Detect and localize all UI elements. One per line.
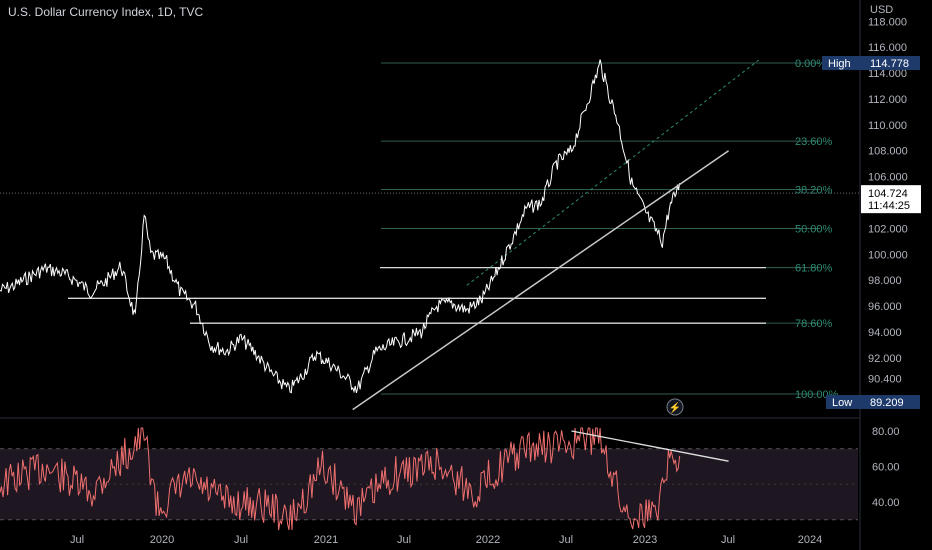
lightning-icon-glyph: ⚡ [669, 401, 681, 414]
last-price-badge [861, 185, 921, 214]
price-tick-label: 110.000 [868, 120, 907, 132]
fib-level-label: 23.60% [795, 136, 833, 148]
price-tick-label: 108.000 [868, 146, 908, 158]
ascending-trendline [352, 150, 729, 411]
rsi-pane[interactable] [0, 427, 858, 531]
price-tick-label: 116.000 [868, 42, 907, 54]
price-tick-label: 106.000 [868, 172, 908, 184]
rsi-divergence-line [571, 430, 729, 462]
price-tick-label: 90.400 [868, 374, 902, 386]
fib-level-label: 61.80% [795, 263, 833, 275]
chart-title: U.S. Dollar Currency Index, 1D, TVC [8, 5, 204, 19]
fib-level-label: 0.00% [795, 58, 826, 70]
low-marker [826, 395, 920, 409]
rsi-tick-label: 60.00 [872, 462, 900, 474]
rsi-series-line [0, 427, 681, 531]
time-tick-label: Jul [721, 534, 735, 546]
price-tick-label: 114.000 [868, 68, 907, 80]
lightning-icon [666, 398, 684, 416]
last-price-countdown: 11:44:25 [868, 200, 910, 212]
high-marker-label: High [828, 58, 851, 70]
time-tick-label: 2021 [314, 534, 338, 546]
time-tick-label: 2024 [798, 534, 822, 546]
high-marker-value: 114.778 [870, 58, 909, 70]
last-price-value: 104.724 [868, 188, 908, 200]
time-tick-label: 2023 [633, 534, 657, 546]
fib-diagonal-line [466, 59, 760, 286]
price-tick-label: 112.000 [868, 94, 907, 106]
time-tick-label: Jul [234, 534, 248, 546]
price-tick-label: 100.000 [868, 249, 908, 261]
rsi-tick-label: 80.00 [872, 426, 900, 438]
fib-level-label: 78.60% [795, 318, 833, 330]
low-marker-label: Low [832, 397, 852, 409]
high-marker [822, 56, 920, 70]
price-tick-label: 94.000 [868, 327, 902, 339]
price-tick-label: 92.000 [868, 353, 902, 365]
time-tick-label: Jul [397, 534, 411, 546]
price-series-line [0, 59, 681, 394]
price-tick-label: 102.000 [868, 223, 908, 235]
time-tick-label: Jul [70, 534, 84, 546]
fib-level-label: 50.00% [795, 224, 833, 236]
rsi-tick-label: 40.00 [872, 497, 900, 509]
price-tick-label: 98.000 [868, 275, 902, 287]
time-tick-label: 2022 [476, 534, 500, 546]
price-tick-label: 96.000 [868, 301, 902, 313]
time-tick-label: Jul [559, 534, 573, 546]
time-tick-label: 2020 [150, 534, 174, 546]
fib-level-label: 38.20% [795, 184, 833, 196]
price-tick-label: 118.000 [868, 16, 907, 28]
low-marker-value: 89.209 [870, 397, 904, 409]
price-pane[interactable]: 0.00%23.60%38.20%50.00%61.80%78.60%100.0… [0, 58, 860, 416]
price-axis-currency: USD [870, 4, 893, 16]
chart-grid [0, 0, 861, 550]
